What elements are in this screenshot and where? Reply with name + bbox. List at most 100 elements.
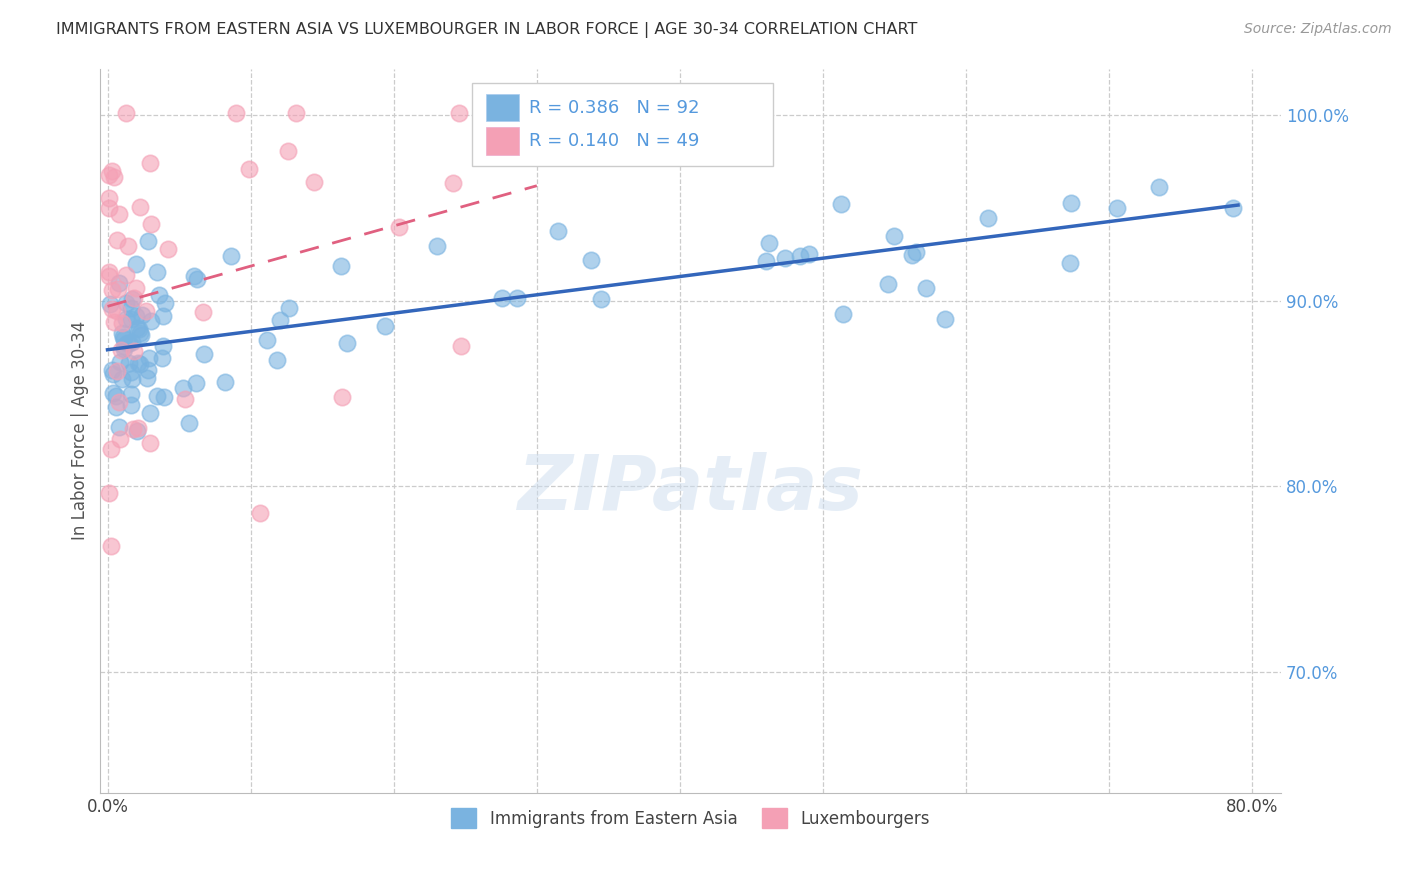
- Point: [108, 206, 131, 220]
- Point: [388, 219, 411, 234]
- Point: [114, 106, 136, 120]
- Point: [186, 376, 208, 390]
- Point: [336, 335, 359, 350]
- Point: [139, 217, 162, 231]
- Point: [183, 268, 205, 283]
- Text: R = 0.386   N = 92: R = 0.386 N = 92: [529, 99, 699, 117]
- Point: [152, 339, 174, 353]
- Point: [789, 249, 811, 263]
- Point: [100, 539, 122, 553]
- Point: [120, 312, 142, 326]
- Point: [139, 406, 162, 420]
- Point: [426, 239, 449, 253]
- Point: [101, 368, 124, 382]
- Point: [269, 312, 291, 326]
- Point: [266, 353, 288, 368]
- Point: [121, 334, 143, 349]
- Point: [112, 332, 135, 346]
- Point: [105, 233, 128, 247]
- Point: [278, 301, 301, 316]
- Point: [284, 106, 307, 120]
- FancyBboxPatch shape: [472, 83, 773, 166]
- Point: [1105, 202, 1128, 216]
- Point: [115, 335, 138, 350]
- Point: [110, 343, 132, 357]
- Point: [124, 344, 146, 359]
- Bar: [486, 128, 519, 154]
- Point: [114, 312, 136, 326]
- Point: [124, 257, 146, 271]
- Point: [98, 268, 121, 283]
- Point: [441, 176, 464, 190]
- Point: [136, 371, 159, 385]
- Text: ZIPatlas: ZIPatlas: [517, 451, 863, 525]
- Point: [221, 249, 243, 263]
- Point: [876, 277, 898, 291]
- Point: [120, 387, 142, 401]
- Point: [117, 239, 139, 253]
- Point: [977, 211, 1000, 226]
- Point: [157, 243, 180, 257]
- Point: [111, 316, 134, 330]
- Point: [127, 420, 149, 434]
- Point: [755, 253, 778, 268]
- Point: [121, 372, 143, 386]
- Text: Source: ZipAtlas.com: Source: ZipAtlas.com: [1244, 22, 1392, 37]
- Point: [100, 442, 122, 456]
- Point: [797, 246, 820, 260]
- Point: [579, 253, 602, 268]
- Point: [1222, 201, 1244, 215]
- Point: [103, 314, 125, 328]
- Point: [758, 236, 780, 251]
- Point: [107, 277, 129, 291]
- Point: [105, 389, 128, 403]
- Point: [128, 200, 150, 214]
- Point: [127, 425, 149, 439]
- Point: [125, 281, 148, 295]
- Point: [98, 297, 121, 311]
- Point: [1059, 256, 1081, 270]
- Bar: [486, 94, 519, 121]
- Point: [904, 245, 927, 260]
- Point: [120, 365, 142, 379]
- Point: [505, 291, 527, 305]
- Point: [100, 362, 122, 376]
- Point: [112, 342, 135, 356]
- Point: [152, 390, 174, 404]
- Point: [105, 304, 128, 318]
- Point: [277, 145, 299, 159]
- Point: [129, 357, 152, 371]
- Point: [1147, 180, 1170, 194]
- Point: [150, 351, 173, 366]
- Point: [1060, 196, 1083, 211]
- Point: [193, 346, 215, 360]
- Point: [249, 506, 271, 520]
- Point: [98, 191, 121, 205]
- Point: [589, 292, 612, 306]
- Point: [491, 291, 513, 305]
- Point: [256, 333, 278, 347]
- Point: [330, 259, 353, 273]
- Point: [138, 351, 160, 366]
- Point: [152, 310, 174, 324]
- Point: [118, 336, 141, 351]
- Point: [101, 164, 124, 178]
- Point: [775, 251, 797, 265]
- Point: [103, 170, 125, 185]
- Point: [214, 375, 236, 389]
- Point: [914, 281, 936, 295]
- Point: [120, 301, 142, 315]
- Point: [901, 248, 924, 262]
- Point: [136, 234, 159, 248]
- Point: [108, 355, 131, 369]
- Point: [191, 305, 214, 319]
- Point: [136, 363, 159, 377]
- Point: [107, 420, 129, 434]
- Point: [450, 339, 472, 353]
- Point: [934, 312, 956, 326]
- Point: [125, 309, 148, 323]
- Point: [146, 389, 169, 403]
- Point: [174, 392, 197, 407]
- Point: [101, 385, 124, 400]
- Point: [120, 399, 142, 413]
